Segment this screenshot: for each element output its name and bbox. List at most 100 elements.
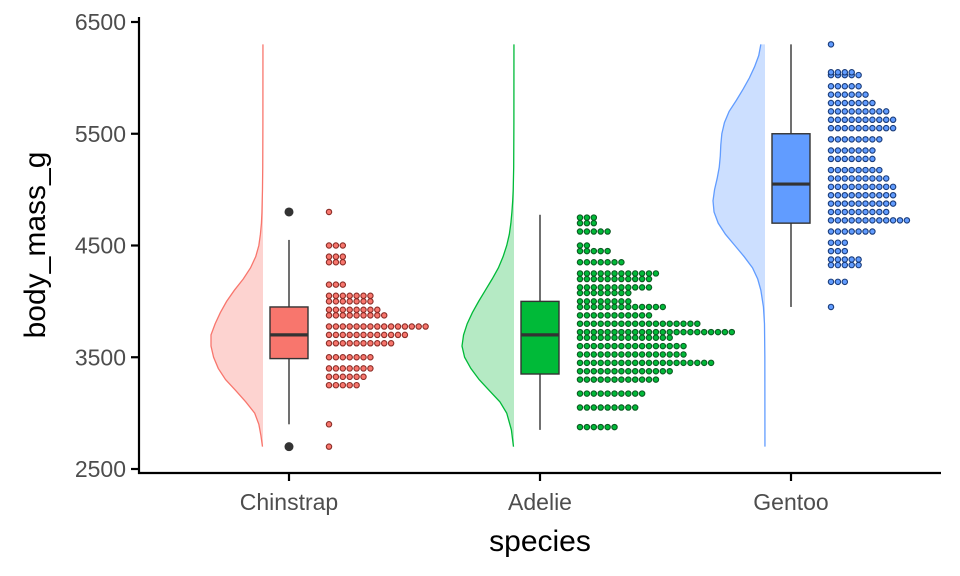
rain-dot (855, 83, 862, 90)
rain-dot (827, 155, 835, 163)
rain-dot (645, 342, 653, 350)
rain-dot (645, 270, 653, 277)
rain-dot (583, 275, 591, 283)
boxplot-layer (269, 44, 811, 452)
rain-dot (590, 376, 598, 383)
rain-dot (638, 284, 646, 291)
rain-dot (325, 292, 333, 300)
rain-dot (353, 331, 360, 339)
rain-dot (841, 256, 849, 263)
rain-dot (687, 320, 694, 327)
rain-dot (374, 306, 381, 314)
rain-dot (618, 404, 625, 411)
rain-dot (339, 298, 347, 305)
rain-dot (827, 108, 835, 115)
rain-dot (827, 147, 835, 154)
rain-dot (889, 191, 897, 199)
rain-dot (590, 289, 598, 297)
rain-dot (374, 340, 381, 347)
rain-dot (332, 365, 340, 372)
rain-dot (827, 208, 835, 216)
rain-dot (618, 289, 625, 297)
rain-dot (625, 404, 632, 411)
rain-dot (597, 390, 604, 397)
rain-dot (848, 124, 855, 132)
rain-dot (583, 320, 591, 327)
rain-dot (339, 281, 347, 288)
rain-dot (597, 275, 604, 283)
rain-dot (353, 306, 360, 314)
rain-dot (694, 328, 701, 336)
rain-dot (841, 191, 849, 199)
y-tick-label: 2500 (75, 456, 126, 482)
rain-dot (882, 191, 890, 199)
rain-dot (631, 404, 639, 411)
rain-dot (680, 351, 687, 358)
rain-dot (325, 373, 333, 381)
rain-dot (374, 331, 381, 339)
rain-dot (346, 381, 353, 389)
rain-dot (631, 376, 639, 383)
rain-dot (576, 242, 584, 249)
rain-dot (827, 166, 835, 174)
rain-dot (339, 323, 347, 330)
rain-dot (827, 83, 835, 90)
rain-dot (848, 166, 855, 174)
rain-dot (827, 69, 835, 76)
rain-dot (611, 423, 618, 431)
rain-dot (325, 443, 333, 450)
rain-dot (387, 340, 395, 347)
rain-dot (583, 228, 591, 235)
rain-dot (618, 259, 625, 266)
rain-dot (714, 328, 722, 336)
rain-dot (841, 91, 849, 98)
rain-dot (855, 191, 862, 199)
rain-dot (631, 367, 639, 375)
rain-dot (590, 351, 598, 358)
rain-dot (869, 108, 876, 115)
rain-dot (638, 367, 646, 375)
rain-dot (855, 136, 862, 143)
rain-dot (604, 423, 611, 431)
rain-dot (583, 298, 591, 305)
x-tick-label: Chinstrap (240, 489, 338, 515)
rain-dot (841, 99, 849, 107)
rain-dot (889, 124, 897, 132)
rain-dot (346, 292, 353, 300)
rain-dot (590, 259, 598, 266)
rain-dot (360, 353, 367, 361)
rain-dot (346, 331, 353, 339)
rain-dot (576, 312, 584, 319)
rain-dot (841, 239, 849, 246)
rain-dot (645, 275, 653, 283)
rain-dot (360, 306, 367, 314)
rain-dot (862, 217, 869, 224)
rain-dot (353, 312, 360, 319)
rain-dot (876, 217, 883, 224)
rain-dot (666, 342, 673, 350)
rain-dot (583, 259, 591, 266)
rain-dot (618, 390, 625, 397)
rain-dot (325, 281, 333, 288)
rain-dot (827, 136, 835, 143)
rain-dot (346, 365, 353, 372)
rain-dot (597, 247, 604, 255)
rain-dot (659, 351, 667, 358)
rain-dot (583, 423, 591, 431)
rain-dot (618, 328, 625, 336)
rain-dot (325, 259, 333, 266)
rain-dot (855, 91, 862, 98)
rain-dot (325, 323, 333, 330)
rain-dot (827, 303, 835, 311)
rain-dot (631, 334, 639, 341)
rain-dot (590, 275, 598, 283)
rain-dot (882, 217, 890, 224)
rain-dot (876, 200, 883, 207)
rain-dot (652, 303, 660, 311)
rain-dot (827, 261, 835, 269)
rain-dot (652, 342, 660, 350)
rain-dot (638, 312, 646, 319)
rain-dot (673, 328, 680, 336)
rain-dot (855, 116, 862, 124)
rain-dot (841, 136, 849, 143)
